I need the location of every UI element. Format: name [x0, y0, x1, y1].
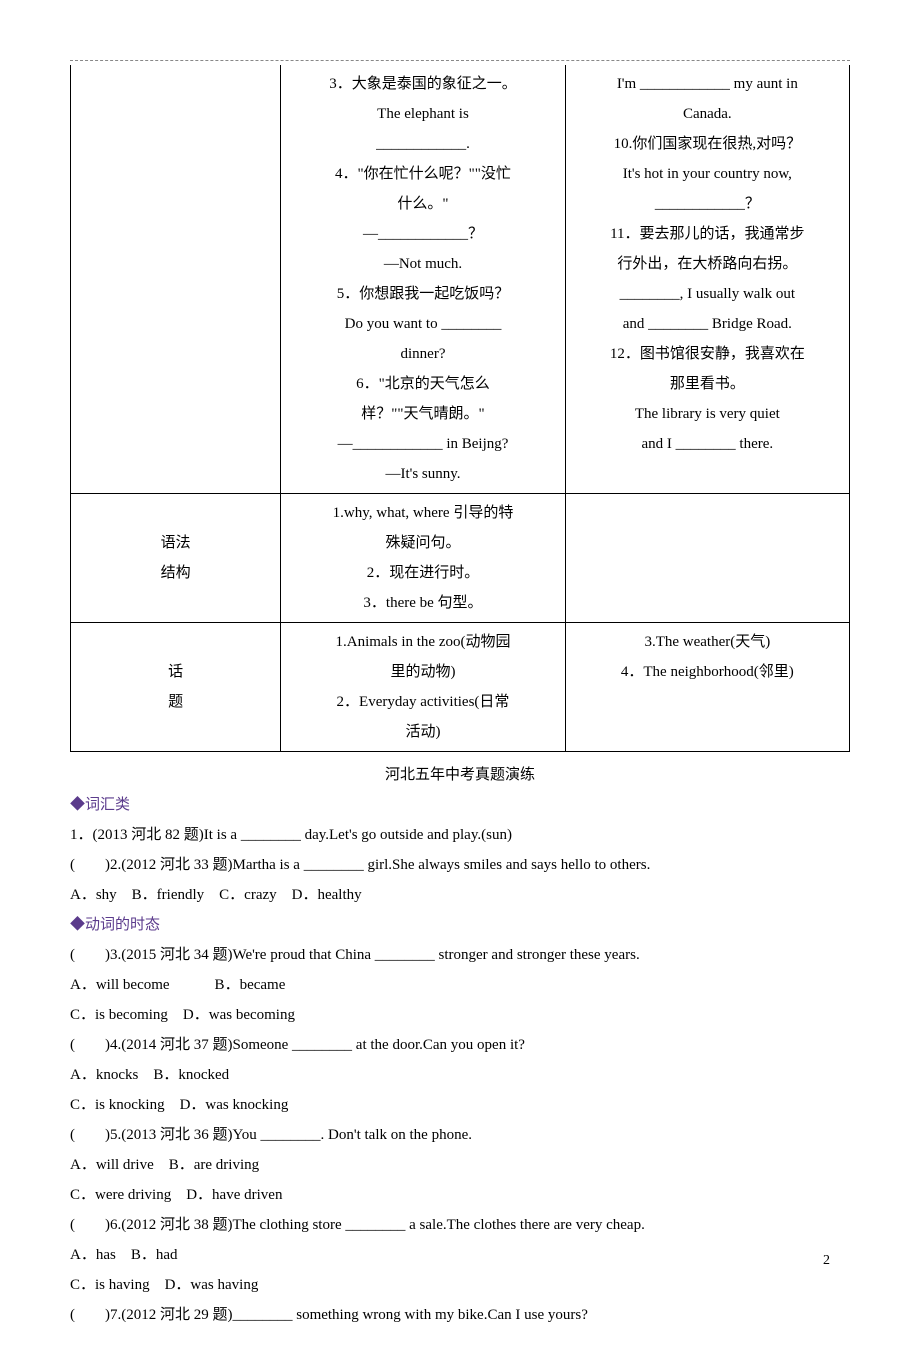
section-title: 河北五年中考真题演练 [70, 760, 850, 790]
cell-r1-right: I'm ____________ my aunt inCanada.10.你们国… [565, 65, 849, 494]
question-1: 1．(2013 河北 82 题)It is a ________ day.Let… [70, 820, 850, 850]
question-7: ( )7.(2012 河北 29 题)________ something wr… [70, 1300, 850, 1330]
page-number: 2 [823, 1247, 830, 1275]
cell-r2-mid: 1.why, what, where 引导的特殊疑问句。2．现在进行时。3．th… [281, 494, 565, 623]
cell-r2-left: 语法结构 [71, 494, 281, 623]
question-5-opts-a: A．will drive B．are driving [70, 1150, 850, 1180]
question-5-opts-b: C．were driving D．have driven [70, 1180, 850, 1210]
question-6: ( )6.(2012 河北 38 题)The clothing store __… [70, 1210, 850, 1240]
question-4: ( )4.(2014 河北 37 题)Someone ________ at t… [70, 1030, 850, 1060]
cell-r3-mid: 1.Animals in the zoo(动物园里的动物)2．Everyday … [281, 623, 565, 752]
cell-r3-right: 3.The weather(天气)4．The neighborhood(邻里) [565, 623, 849, 752]
exercises-block: 河北五年中考真题演练 ◆词汇类 1．(2013 河北 82 题)It is a … [70, 760, 850, 1330]
question-2: ( )2.(2012 河北 33 题)Martha is a ________ … [70, 850, 850, 880]
top-dashline [70, 60, 850, 61]
question-5: ( )5.(2013 河北 36 题)You ________. Don't t… [70, 1120, 850, 1150]
tense-label: ◆动词的时态 [70, 910, 850, 940]
cell-r1-mid: 3．大象是泰国的象征之一。The elephant is____________… [281, 65, 565, 494]
cell-r3-left: 话题 [71, 623, 281, 752]
cell-r1-left [71, 65, 281, 494]
question-3: ( )3.(2015 河北 34 题)We're proud that Chin… [70, 940, 850, 970]
question-3-opts-a: A．will become B．became [70, 970, 850, 1000]
cell-r2-right [565, 494, 849, 623]
table-row: 话题 1.Animals in the zoo(动物园里的动物)2．Everyd… [71, 623, 850, 752]
table-row: 3．大象是泰国的象征之一。The elephant is____________… [71, 65, 850, 494]
table-row: 语法结构 1.why, what, where 引导的特殊疑问句。2．现在进行时… [71, 494, 850, 623]
question-6-opts-b: C．is having D．was having [70, 1270, 850, 1300]
question-6-opts-a: A．has B．had [70, 1240, 850, 1270]
question-3-opts-b: C．is becoming D．was becoming [70, 1000, 850, 1030]
question-4-opts-b: C．is knocking D．was knocking [70, 1090, 850, 1120]
question-2-options: A．shy B．friendly C．crazy D．healthy [70, 880, 850, 910]
content-table: 3．大象是泰国的象征之一。The elephant is____________… [70, 65, 850, 752]
question-4-opts-a: A．knocks B．knocked [70, 1060, 850, 1090]
vocab-label: ◆词汇类 [70, 790, 850, 820]
